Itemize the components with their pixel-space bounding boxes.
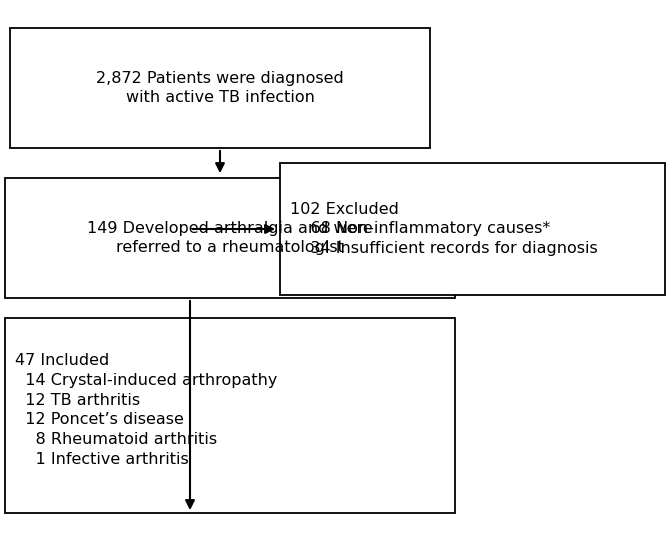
Text: 149 Developed arthralgia and were
referred to a rheumatologist: 149 Developed arthralgia and were referr…	[87, 221, 373, 256]
Bar	[5, 178, 455, 298]
Bar	[10, 28, 430, 148]
Text: 47 Included
  14 Crystal-induced arthropathy
  12 TB arthritis
  12 Poncet’s dis: 47 Included 14 Crystal-induced arthropat…	[15, 353, 278, 467]
Bar	[5, 318, 455, 513]
Text: 2,872 Patients were diagnosed
with active TB infection: 2,872 Patients were diagnosed with activ…	[96, 70, 344, 105]
Text: 102 Excluded
    68 Non-inflammatory causes*
    34 Insufficient records for dia: 102 Excluded 68 Non-inflammatory causes*…	[290, 202, 598, 256]
Bar	[280, 163, 665, 295]
